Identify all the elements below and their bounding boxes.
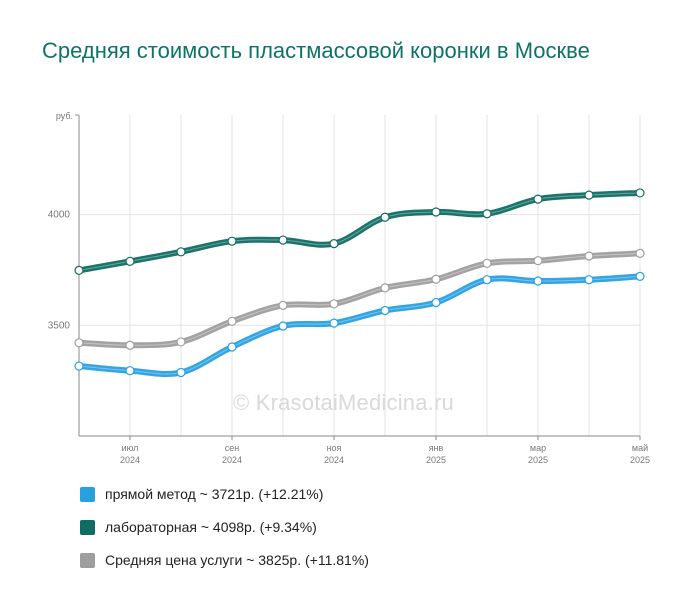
x-tick-month: май (632, 443, 648, 453)
data-point-lab (431, 207, 441, 217)
data-point-direct (74, 361, 84, 371)
data-point-direct (431, 297, 441, 308)
x-tick-year: 2025 (630, 455, 650, 465)
data-point-lab (125, 256, 135, 266)
y-tick-label: 4000 (48, 210, 71, 221)
data-point-direct (125, 366, 135, 376)
x-tick-year: 2024 (324, 455, 344, 465)
data-point-direct (380, 305, 390, 316)
x-tick-year: 2024 (222, 455, 242, 465)
data-point-avg (635, 248, 645, 258)
x-tick-month: июл (122, 443, 139, 453)
data-point-lab (635, 188, 645, 198)
legend-item-direct: прямой метод ~ 3721р. (+12.21%) (80, 486, 369, 502)
data-point-lab (380, 212, 390, 222)
legend-item-avg: Средняя цена услуги ~ 3825р. (+11.81%) (80, 552, 369, 568)
data-point-avg (278, 300, 288, 310)
data-point-lab (227, 236, 237, 246)
data-point-lab (74, 265, 84, 276)
series-line-avg (76, 250, 643, 349)
data-point-avg (329, 299, 339, 309)
legend-swatch (80, 486, 95, 502)
legend-item-lab: лабораторная ~ 4098р. (+9.34%) (80, 519, 369, 535)
x-tick-month: мар (530, 443, 546, 453)
data-point-avg (584, 251, 594, 261)
chart-title: Средняя стоимость пластмассовой коронки … (42, 38, 590, 63)
data-point-direct (278, 321, 288, 331)
data-point-avg (227, 316, 237, 326)
data-point-avg (533, 256, 543, 266)
data-point-avg (74, 338, 84, 348)
data-point-lab (584, 190, 594, 200)
data-point-avg (176, 337, 186, 347)
x-tick-year: 2024 (120, 455, 140, 465)
x-tick-month: янв (429, 443, 444, 453)
legend-swatch (80, 519, 95, 535)
data-point-avg (125, 340, 135, 350)
y-tick-label: 3500 (48, 320, 71, 331)
data-point-avg (431, 274, 441, 284)
data-point-direct (584, 275, 594, 285)
data-point-lab (329, 239, 339, 249)
x-tick-year: 2025 (528, 455, 548, 465)
data-point-avg (380, 283, 390, 293)
legend-label: лабораторная ~ 4098р. (+9.34%) (105, 519, 317, 535)
data-point-lab (278, 235, 288, 245)
legend-label: Средняя цена услуги ~ 3825р. (+11.81%) (105, 552, 369, 568)
data-point-avg (482, 258, 492, 268)
x-tick-month: ноя (327, 443, 342, 453)
data-point-lab (482, 209, 492, 219)
data-point-direct (635, 271, 645, 281)
data-point-direct (329, 318, 339, 328)
data-point-direct (176, 367, 186, 378)
x-tick-year: 2025 (426, 455, 446, 465)
data-point-direct (482, 275, 492, 285)
data-point-direct (227, 342, 237, 352)
y-unit-label: руб. (56, 111, 73, 121)
data-point-direct (533, 276, 543, 286)
chart-legend: прямой метод ~ 3721р. (+12.21%) лаборатор… (80, 486, 369, 585)
x-tick-month: сен (225, 443, 240, 453)
legend-swatch (80, 552, 95, 568)
data-point-lab (176, 247, 186, 257)
watermark: © KrasotaiMedicina.ru (233, 390, 454, 415)
legend-label: прямой метод ~ 3721р. (+12.21%) (105, 486, 324, 502)
data-point-lab (533, 194, 543, 204)
